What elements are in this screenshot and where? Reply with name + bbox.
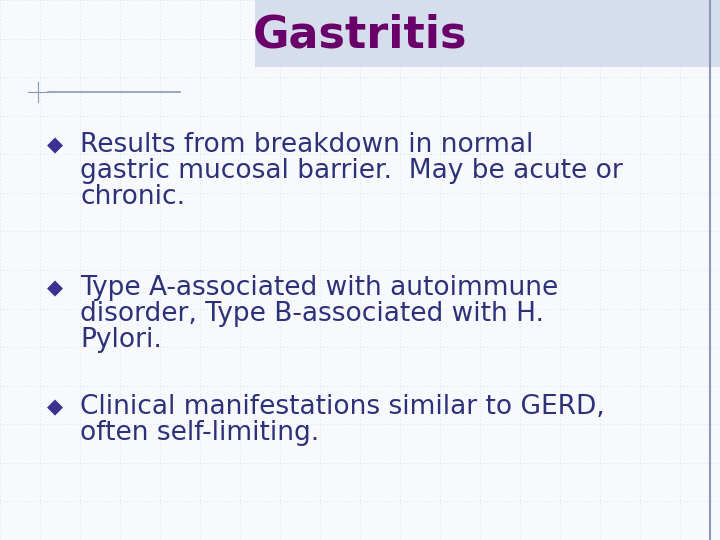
Text: ◆: ◆ [47, 135, 63, 155]
Text: Clinical manifestations similar to GERD,: Clinical manifestations similar to GERD, [80, 394, 605, 420]
Bar [255, 0, 720, 67]
Text: disorder, Type B-associated with H.: disorder, Type B-associated with H. [80, 301, 544, 327]
Text: gastric mucosal barrier.  May be acute or: gastric mucosal barrier. May be acute or [80, 158, 623, 184]
Text: often self-limiting.: often self-limiting. [80, 420, 319, 446]
Text: chronic.: chronic. [80, 184, 185, 210]
Text: Pylori.: Pylori. [80, 327, 162, 353]
Text: Type A-associated with autoimmune: Type A-associated with autoimmune [80, 275, 558, 301]
Text: Results from breakdown in normal: Results from breakdown in normal [80, 132, 534, 158]
Text: Gastritis: Gastritis [253, 14, 467, 57]
Text: ◆: ◆ [47, 397, 63, 417]
Text: ◆: ◆ [47, 278, 63, 298]
